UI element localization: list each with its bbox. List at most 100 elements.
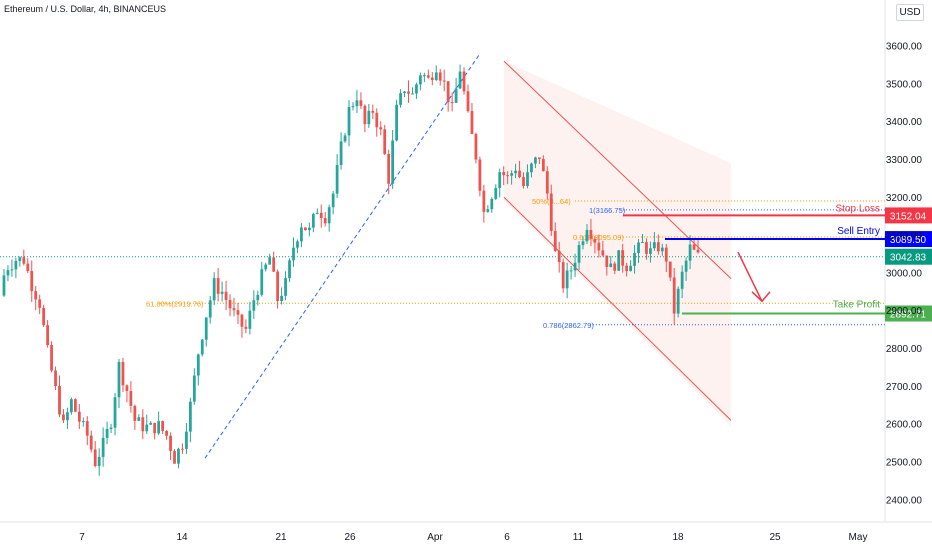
candle-body — [474, 134, 478, 160]
candle-body — [518, 170, 521, 178]
price-tick-label: 3200.00 — [886, 193, 923, 204]
candles — [2, 64, 700, 476]
candle-body — [165, 430, 168, 436]
time-tick-label: Apr — [427, 532, 443, 543]
candle-body — [34, 291, 38, 300]
candle-body — [315, 212, 319, 214]
candle-body — [375, 112, 379, 128]
candle-body — [490, 198, 494, 210]
candle-body — [534, 157, 537, 164]
fib-levels: 61.80%(2919.76)0.786(2862.79)0.618(3095.… — [146, 197, 885, 330]
candle-body — [573, 262, 577, 271]
candle-body — [188, 401, 192, 432]
candle-body — [581, 241, 585, 246]
candle-body — [113, 397, 117, 428]
candle-body — [268, 257, 272, 265]
candle-body — [272, 257, 276, 272]
candle-body — [216, 278, 220, 294]
candle-body — [50, 344, 53, 371]
candle-body — [541, 158, 545, 172]
candle-body — [645, 242, 648, 254]
time-axis[interactable]: 7 14 21 26 Apr 6 11 18 25 May — [79, 532, 867, 543]
price-tick-label: 3400.00 — [886, 117, 923, 128]
price-axis[interactable]: 2400.00 2500.00 2600.00 2700.00 2800.00 2900.… — [886, 42, 923, 507]
candle-body — [204, 317, 208, 340]
candle-body — [684, 260, 688, 272]
candle-body — [430, 77, 434, 81]
candle-body — [367, 110, 371, 125]
candle-body — [42, 307, 46, 326]
candle-body — [288, 260, 291, 279]
candle-body — [419, 75, 422, 85]
candle-body — [494, 188, 498, 199]
candle-body — [411, 93, 414, 95]
candle-body — [442, 80, 446, 82]
candle-body — [347, 106, 351, 136]
candle-body — [173, 450, 176, 464]
candle-body — [10, 269, 14, 271]
candle-body — [252, 300, 256, 311]
candle-body — [331, 193, 335, 208]
candle-body — [522, 177, 525, 186]
candle-body — [621, 250, 625, 266]
candle-body — [284, 278, 287, 296]
price-tick-label: 3000.00 — [886, 268, 923, 279]
candle-body — [73, 399, 77, 412]
candle-body — [192, 375, 196, 402]
candle-body — [605, 255, 609, 268]
candle-body — [676, 288, 680, 314]
time-tick-label: 14 — [176, 532, 188, 543]
candle-body — [664, 247, 668, 262]
candle-body — [609, 263, 613, 268]
candle-body — [153, 422, 157, 434]
candle-body — [89, 435, 93, 450]
candle-body — [97, 456, 101, 466]
candle-body — [125, 385, 129, 392]
candle-body — [85, 421, 89, 436]
candle-body — [70, 399, 73, 413]
channel-fill — [504, 61, 731, 427]
candle-body — [486, 209, 490, 212]
candle-body — [454, 88, 458, 103]
candle-body — [292, 247, 295, 261]
candle-body — [129, 391, 133, 406]
candle-body — [264, 264, 268, 270]
candle-body — [335, 164, 339, 194]
candle-body — [351, 106, 355, 108]
candle-body — [407, 91, 410, 94]
candle-body — [319, 212, 323, 219]
candle-body — [6, 270, 10, 276]
candle-body — [304, 227, 307, 231]
candle-body — [161, 421, 165, 431]
sell-entry-text: Sell Entry — [837, 226, 880, 237]
price-tick-label: 3600.00 — [886, 42, 923, 53]
chart-title: Ethereum / U.S. Dollar, 4h, BINANCEUS — [4, 4, 167, 14]
candle-body — [77, 411, 81, 422]
candle-body — [426, 75, 430, 78]
candle-body — [169, 435, 172, 451]
candle-body — [617, 250, 621, 271]
candle-body — [196, 354, 200, 376]
candle-body — [649, 248, 652, 254]
candle-body — [688, 244, 692, 261]
stop-loss-price-tag — [885, 207, 932, 224]
candle-body — [26, 263, 30, 272]
candle-body — [212, 278, 216, 301]
candle-body — [530, 163, 533, 173]
currency-button[interactable]: USD — [896, 4, 924, 21]
candle-body — [18, 257, 22, 262]
candle-body — [379, 127, 383, 130]
candle-body — [101, 437, 105, 457]
candle-body — [641, 242, 644, 244]
candle-body — [157, 421, 161, 434]
channel-upper-line — [503, 60, 732, 279]
uptrend-line — [204, 53, 481, 459]
candle-body — [597, 242, 601, 251]
candle-body — [557, 250, 561, 263]
candle-body — [466, 91, 470, 112]
candle-body — [680, 271, 684, 289]
fib-level-label: 61.80%(2919.76) — [146, 299, 204, 308]
candle-body — [327, 207, 331, 224]
candle-body — [54, 370, 57, 387]
